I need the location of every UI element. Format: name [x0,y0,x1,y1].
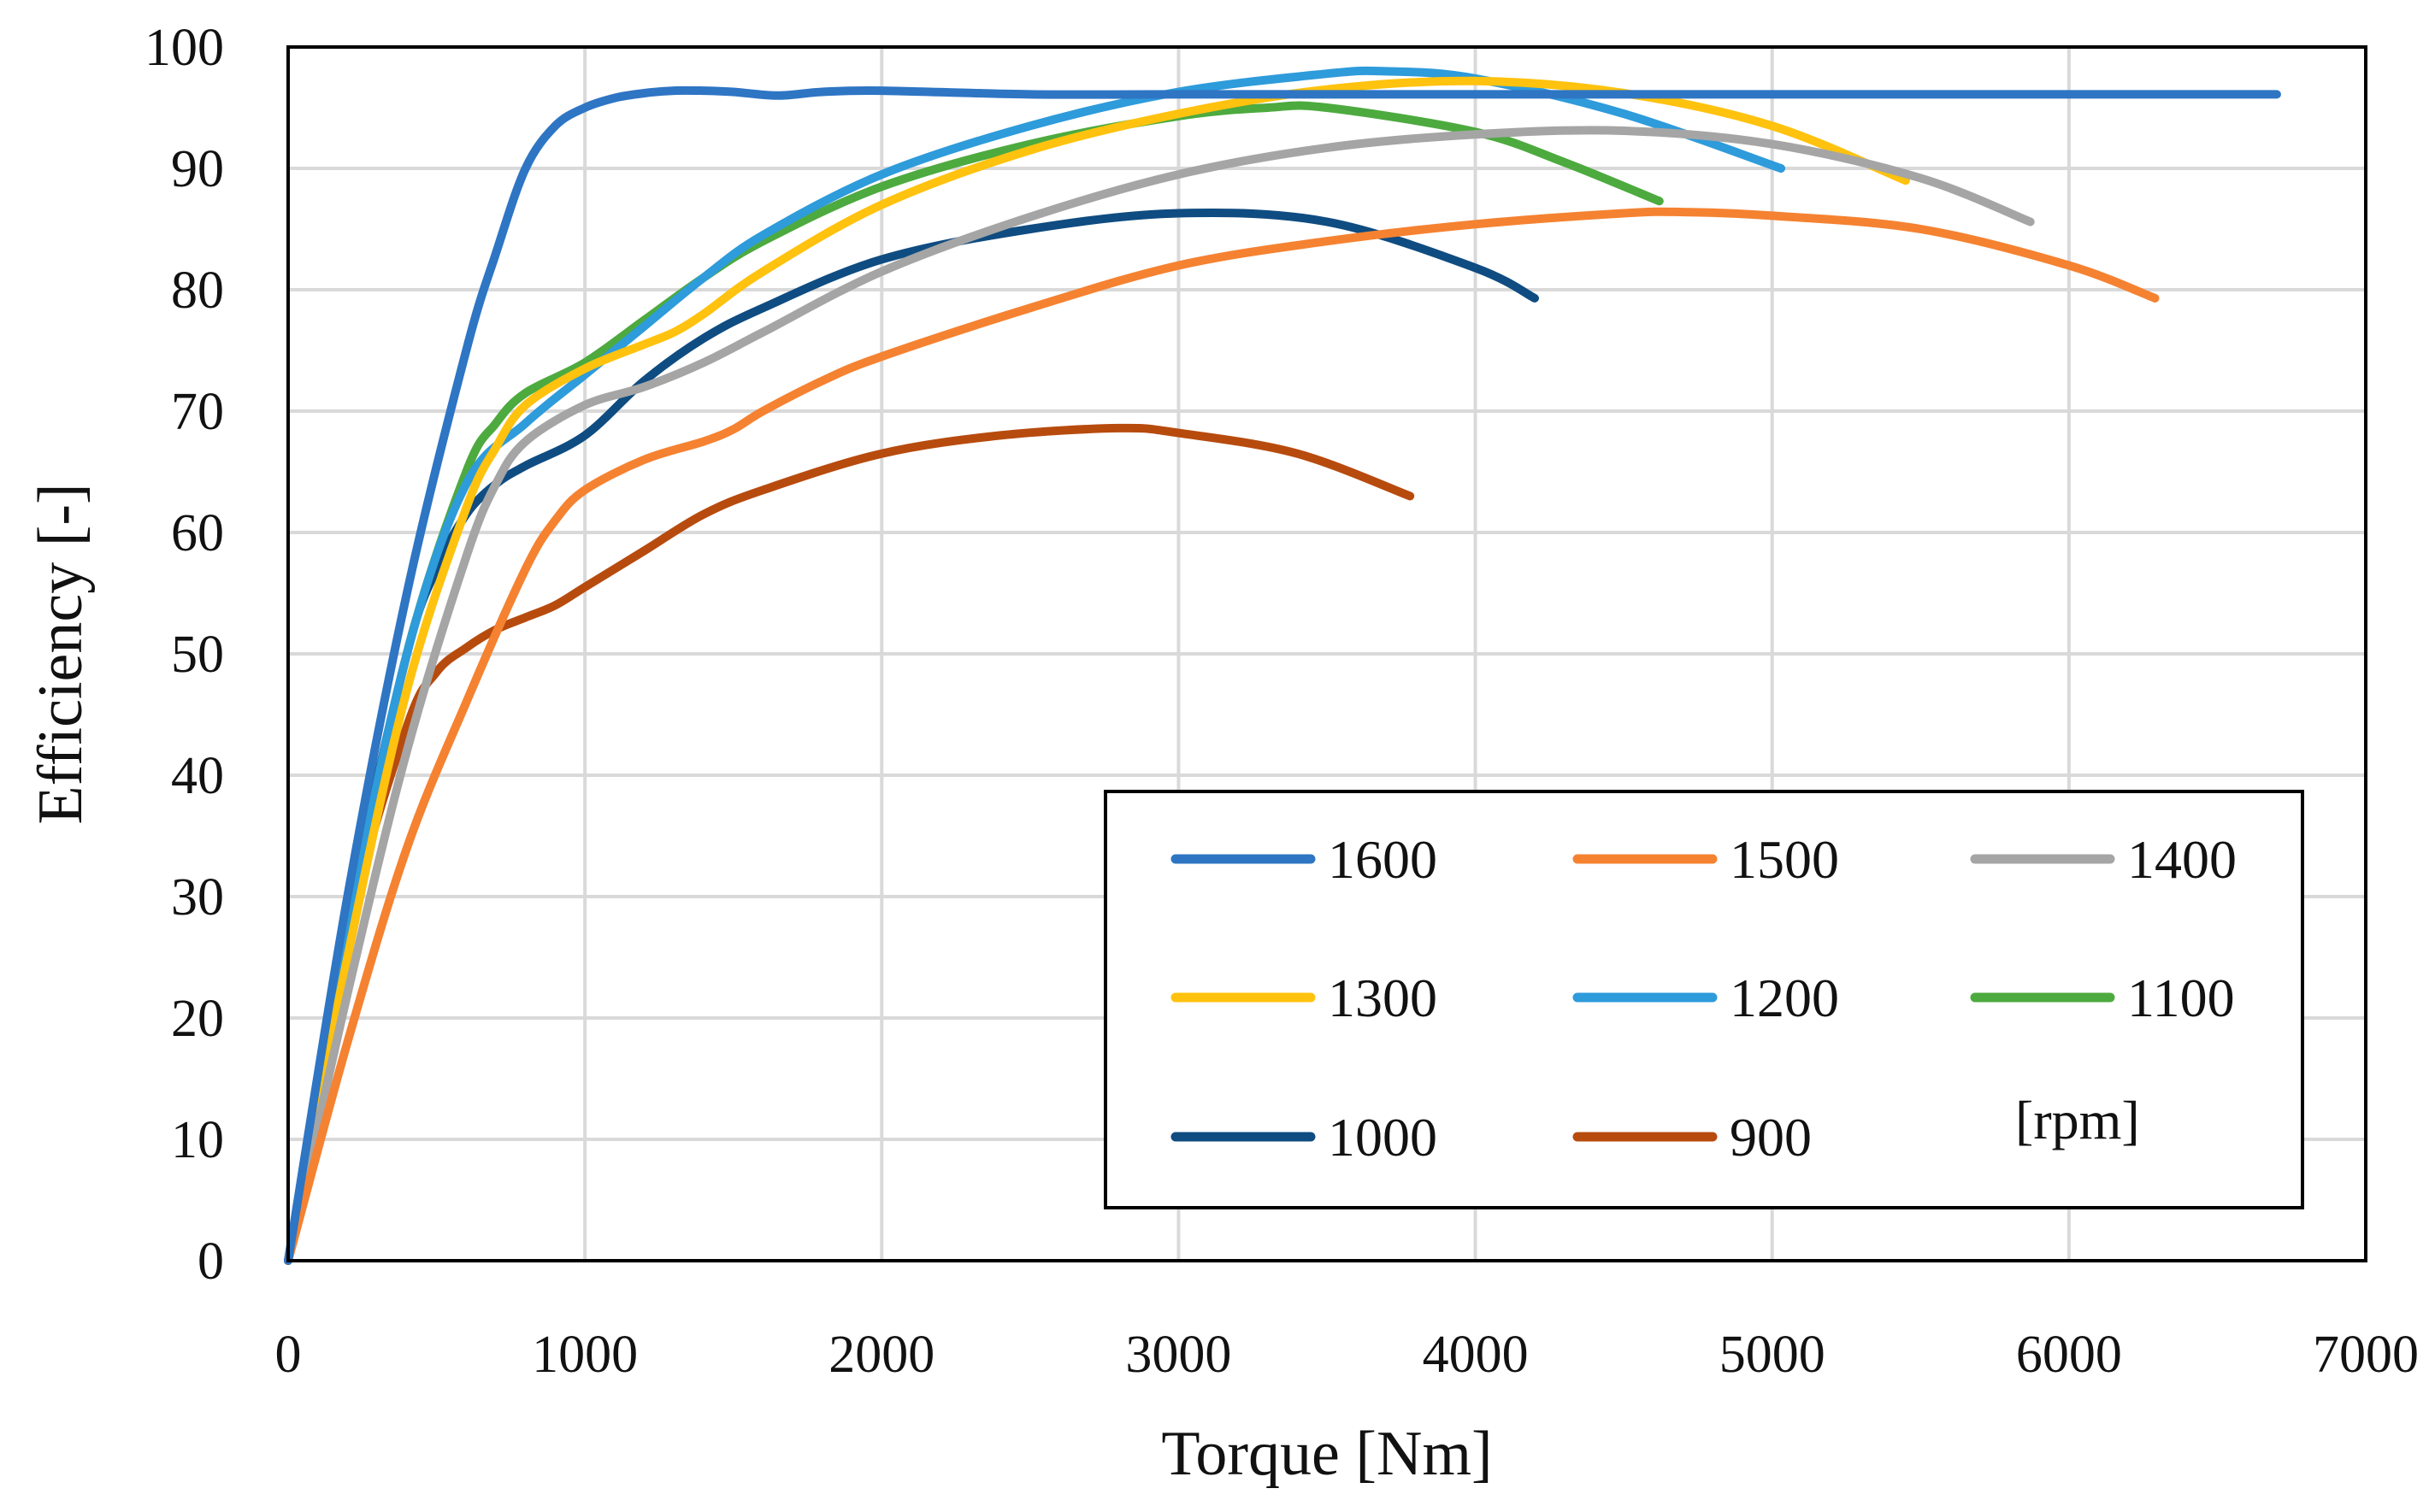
y-tick-label: 30 [171,868,224,927]
y-tick-label: 60 [171,504,224,562]
legend-label-1500: 1500 [1730,829,1839,890]
legend-label-1400: 1400 [2127,829,2237,890]
y-tick-label: 40 [171,747,224,805]
y-tick-label: 0 [198,1233,224,1291]
series-line-1300 [284,76,1910,1265]
x-tick-label: 3000 [1125,1326,1231,1384]
y-tick-label: 70 [171,383,224,441]
legend-label-1000: 1000 [1328,1107,1437,1168]
x-tick-label: 5000 [1719,1326,1825,1384]
series-group [284,66,2281,1265]
legend-unit: [rpm] [2015,1090,2140,1150]
legend-label-1600: 1600 [1328,829,1437,890]
x-tick-label: 1000 [532,1326,638,1384]
legend-label-1300: 1300 [1328,968,1437,1028]
plot-area-frame [286,45,2367,1262]
x-axis-title: Torque [Nm] [1161,1419,1492,1489]
y-tick-label: 100 [144,19,224,77]
legend-label-1100: 1100 [2127,968,2235,1028]
series-line-1400 [284,126,2035,1265]
x-tick-label: 0 [275,1326,302,1384]
legend-label-1200: 1200 [1730,968,1839,1028]
y-tick-label: 10 [171,1111,224,1169]
x-tick-label: 2000 [828,1326,934,1384]
y-axis-title: Efficiency [-] [26,483,96,824]
legend-label-900: 900 [1730,1107,1812,1168]
y-tick-label: 50 [171,626,224,684]
series-line-1600 [284,85,2281,1265]
y-tick-label: 20 [171,990,224,1048]
series-line-1200 [284,66,1786,1265]
x-tick-label: 6000 [2016,1326,2122,1384]
y-tick-label: 80 [171,262,224,320]
series-line-900 [284,423,1415,1265]
legend: [rpm] 1600 1500 1400 1300 1200 1100 1000 900 [1104,790,2304,1209]
x-tick-label: 4000 [1423,1326,1529,1384]
x-tick-label: 7000 [2313,1326,2419,1384]
y-tick-label: 90 [171,140,224,198]
series-line-1500 [284,207,2160,1265]
